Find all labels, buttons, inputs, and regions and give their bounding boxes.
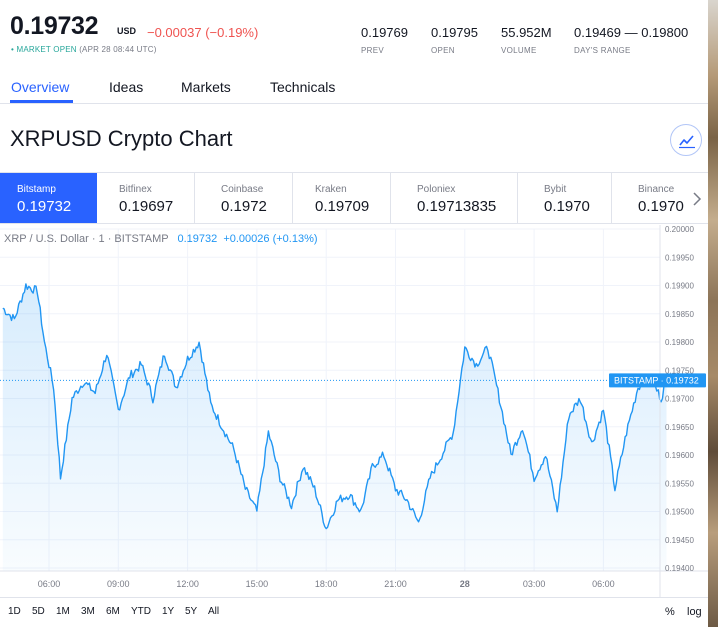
exchange-price: 0.19713835	[417, 198, 497, 215]
status-dot-icon: •	[11, 45, 15, 54]
range-1m-button[interactable]: 1M	[56, 606, 70, 617]
y-tick-label: 0.19850	[665, 310, 694, 319]
chart-line-icon	[679, 135, 695, 149]
exchange-name: Coinbase	[221, 184, 264, 195]
range-5y-button[interactable]: 5Y	[185, 606, 198, 617]
y-tick-label: 0.19750	[665, 366, 694, 375]
market-time: (APR 28 08:44 UTC)	[79, 45, 157, 54]
stat-volume-label: VOLUME	[501, 46, 537, 55]
range-6m-button[interactable]: 6M	[106, 606, 120, 617]
x-tick-label: 15:00	[246, 579, 269, 589]
full-chart-button[interactable]	[670, 124, 702, 156]
chevron-right-icon	[693, 192, 702, 206]
exchange-price: 0.1972	[221, 198, 267, 215]
legend-change: +0.00026 (+0.13%)	[223, 233, 318, 245]
market-open-label: MARKET OPEN	[16, 45, 77, 54]
exchange-name: Kraken	[315, 184, 347, 195]
exchange-name: Bybit	[544, 184, 567, 195]
legend-price: 0.19732	[177, 233, 218, 245]
exchange-selector: Bitstamp 0.19732 Bitfinex 0.19697 Coinba…	[0, 172, 708, 224]
tab-overview[interactable]: Overview	[11, 79, 70, 95]
y-tick-label: 0.19950	[665, 253, 694, 262]
y-tick-label: 0.19650	[665, 423, 694, 432]
last-price-tag	[609, 373, 706, 388]
percent-scale-toggle[interactable]: %	[665, 606, 675, 618]
exchange-name: Poloniex	[417, 184, 456, 195]
exchange-scroll-right-button[interactable]	[686, 173, 708, 223]
exchange-kraken[interactable]: Kraken 0.19709	[293, 173, 391, 223]
chart-canvas[interactable]: 0.20000 0.19950 0.19900 0.19850 0.19800 0.197…	[0, 225, 708, 597]
range-5d-button[interactable]: 5D	[32, 606, 45, 617]
currency-code: USD	[117, 26, 137, 36]
price-line	[2, 283, 667, 530]
y-tick-label: 0.19900	[665, 282, 694, 291]
y-tick-label: 0.19500	[665, 508, 694, 517]
y-tick-label: 0.19600	[665, 451, 694, 460]
page-title: XRPUSD Crypto Chart	[10, 126, 233, 151]
exchange-bitstamp[interactable]: Bitstamp 0.19732	[0, 173, 97, 223]
y-tick-label: 0.19400	[665, 564, 694, 573]
last-price: 0.19732	[10, 12, 99, 40]
exchange-name: Bitstamp	[17, 184, 56, 195]
exchange-price: 0.1970	[544, 198, 590, 215]
exchange-price: 0.1970	[638, 198, 684, 215]
x-tick-label: 03:00	[523, 579, 546, 589]
x-tick-label: 28	[460, 579, 470, 589]
x-tick-label: 18:00	[315, 579, 338, 589]
range-1d-button[interactable]: 1D	[8, 606, 21, 617]
y-tick-label: 0.19700	[665, 395, 694, 404]
x-tick-label: 21:00	[384, 579, 407, 589]
y-tick-label: 0.19550	[665, 479, 694, 488]
exchange-price: 0.19732	[17, 198, 72, 215]
range-ytd-button[interactable]: YTD	[131, 606, 151, 617]
market-status: • MARKET OPEN (APR 28 08:44 UTC)	[11, 45, 157, 54]
stat-open-label: OPEN	[431, 46, 455, 55]
exchange-name: Binance	[638, 184, 675, 195]
stat-open: 0.19795 OPEN	[431, 25, 478, 55]
tab-markets[interactable]: Markets	[181, 79, 231, 95]
y-tick-label: 0.19800	[665, 338, 694, 347]
x-tick-label: 06:00	[592, 579, 615, 589]
chart-legend: XRP / U.S. Dollar · 1 · BITSTAMP 0.19732…	[4, 233, 318, 245]
tab-ideas[interactable]: Ideas	[109, 79, 144, 95]
exchange-bitfinex[interactable]: Bitfinex 0.19697	[97, 173, 195, 223]
price-chart[interactable]: 0.20000 0.19950 0.19900 0.19850 0.19800 0.197…	[0, 225, 708, 597]
exchange-coinbase[interactable]: Coinbase 0.1972	[195, 173, 293, 223]
stat-prev-label: PREV	[361, 46, 384, 55]
y-tick-label: 0.20000	[665, 225, 694, 234]
range-3m-button[interactable]: 3M	[81, 606, 95, 617]
stat-prev: 0.19769 PREV	[361, 25, 408, 55]
exchange-binance[interactable]: Binance 0.1970	[612, 173, 702, 223]
price-change: −0.00037 (−0.19%)	[147, 25, 259, 40]
price-area-fill	[2, 283, 667, 571]
background-photo-strip	[708, 0, 718, 627]
exchange-bybit[interactable]: Bybit 0.1970	[518, 173, 612, 223]
x-tick-label: 12:00	[176, 579, 199, 589]
range-1y-button[interactable]: 1Y	[162, 606, 175, 617]
stat-volume-value: 55.952M	[501, 25, 552, 40]
x-tick-label: 06:00	[38, 579, 61, 589]
stat-open-value: 0.19795	[431, 25, 478, 40]
log-scale-toggle[interactable]: log	[687, 606, 702, 618]
active-tab-indicator	[10, 100, 73, 103]
stat-volume: 55.952M VOLUME	[501, 25, 552, 55]
exchange-name: Bitfinex	[119, 184, 152, 195]
range-all-button[interactable]: All	[208, 606, 220, 617]
x-tick-label: 09:00	[107, 579, 130, 589]
exchange-poloniex[interactable]: Poloniex 0.19713835	[391, 173, 518, 223]
last-price-tag-label: BITSTAMP · 0.19732	[614, 375, 699, 385]
exchange-price: 0.19709	[315, 198, 370, 215]
time-range-bar: 1D 5D 1M 3M 6M YTD 1Y 5Y All % log	[0, 597, 708, 625]
stat-days-range-label: DAY'S RANGE	[574, 46, 631, 55]
stat-days-range-value: 0.19469 — 0.19800	[574, 25, 689, 40]
stat-prev-value: 0.19769	[361, 25, 408, 40]
symbol-tabs: Overview Ideas Markets Technicals	[0, 66, 708, 104]
quote-header: 0.19732 USD −0.00037 (−0.19%) • MARKET O…	[10, 10, 710, 60]
stat-days-range: 0.19469 — 0.19800 DAY'S RANGE	[574, 25, 688, 55]
legend-symbol: XRP / U.S. Dollar · 1 · BITSTAMP	[4, 233, 169, 245]
exchange-price: 0.19697	[119, 198, 174, 215]
y-tick-label: 0.19450	[665, 536, 694, 545]
tab-technicals[interactable]: Technicals	[270, 79, 336, 95]
